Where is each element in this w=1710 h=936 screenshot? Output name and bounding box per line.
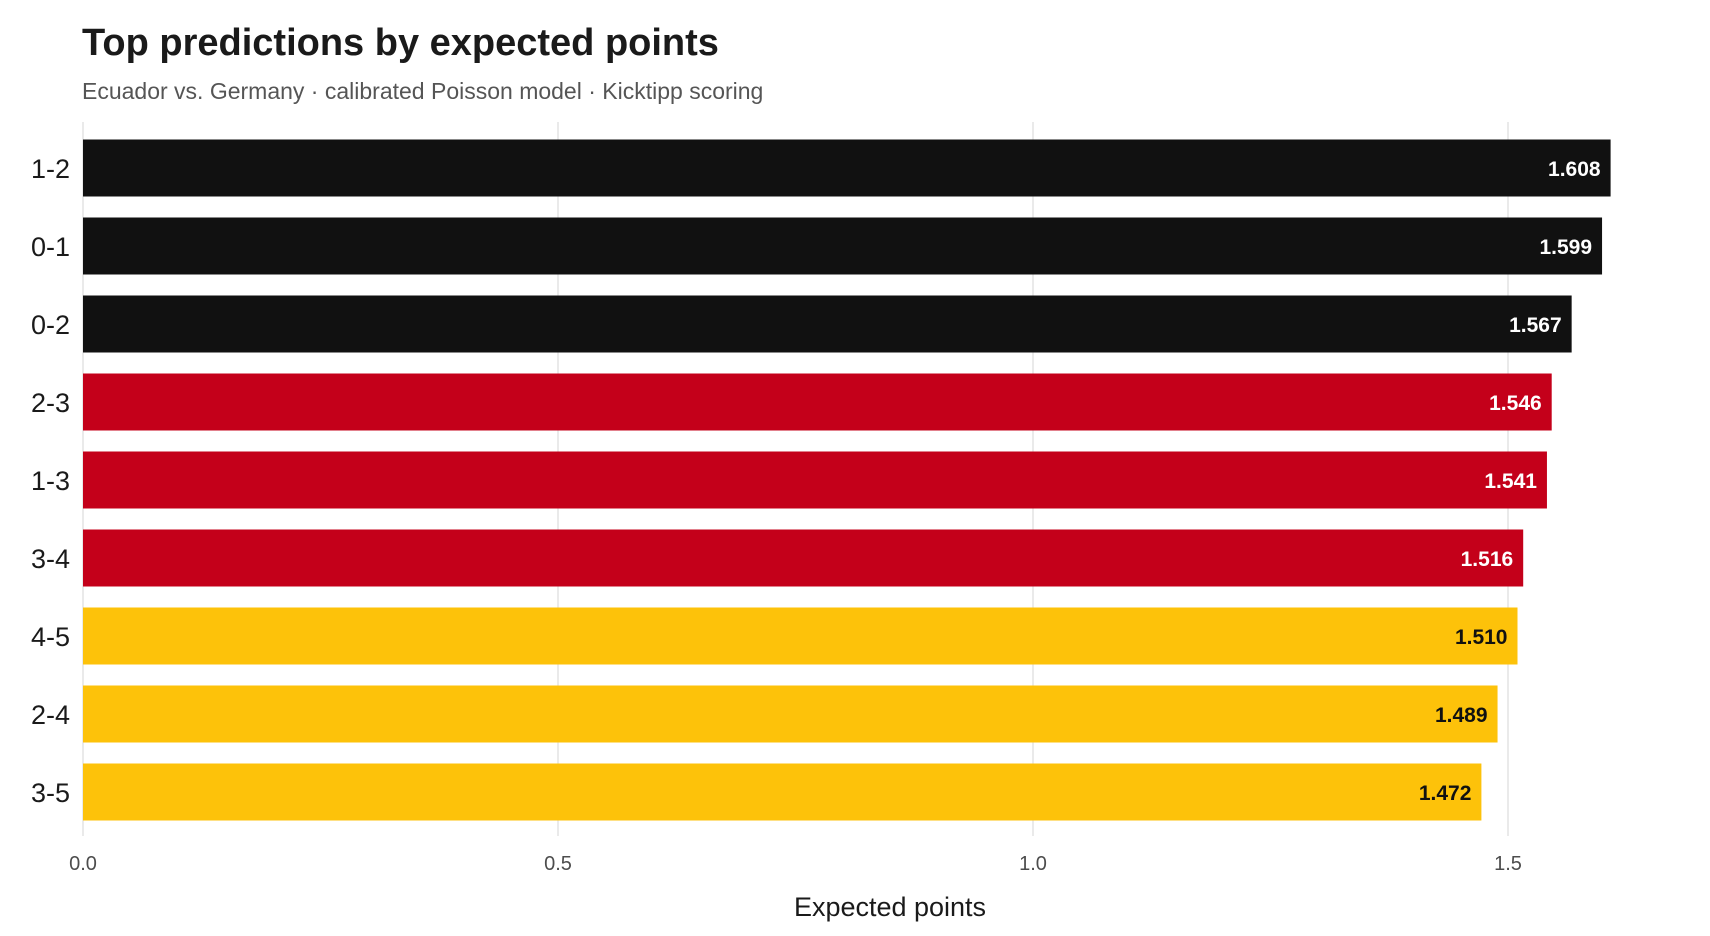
bar	[83, 217, 1603, 275]
value-label: 1.472	[1419, 782, 1472, 805]
category-label: 3-4	[31, 544, 70, 574]
category-label: 3-5	[31, 778, 70, 808]
bar	[83, 139, 1611, 197]
value-labels: 1.608 1.599 1.567 1.546 1.541 1.516 1.510 1.489…	[1419, 158, 1601, 805]
chart-subtitle: Ecuador vs. Germany · calibrated Poisson…	[82, 78, 764, 104]
bars	[83, 139, 1611, 821]
chart-title: Top predictions by expected points	[82, 22, 719, 64]
x-tick-labels: 0.0 0.5 1.0 1.5	[69, 853, 1522, 875]
category-label: 1-3	[31, 466, 70, 496]
bar	[83, 373, 1552, 431]
x-tick-label: 0.0	[69, 853, 97, 875]
value-label: 1.541	[1484, 470, 1537, 493]
x-tick-label: 0.5	[544, 853, 572, 875]
category-labels: 1-2 0-1 0-2 2-3 1-3 3-4 4-5 2-4 3-5	[31, 154, 70, 808]
bar	[83, 607, 1518, 665]
category-label: 2-3	[31, 388, 70, 418]
bar	[83, 451, 1547, 509]
category-label: 0-1	[31, 232, 70, 262]
bar	[83, 529, 1524, 587]
category-label: 2-4	[31, 700, 70, 730]
value-label: 1.516	[1461, 548, 1514, 571]
category-label: 1-2	[31, 154, 70, 184]
category-label: 0-2	[31, 310, 70, 340]
x-tick-label: 1.5	[1494, 853, 1522, 875]
bar	[83, 685, 1498, 743]
value-label: 1.608	[1548, 158, 1601, 181]
value-label: 1.567	[1509, 314, 1562, 337]
bar	[83, 295, 1572, 353]
value-label: 1.599	[1539, 236, 1592, 259]
category-label: 4-5	[31, 622, 70, 652]
x-axis-title: Expected points	[794, 892, 986, 922]
bar	[83, 763, 1482, 821]
value-label: 1.546	[1489, 392, 1542, 415]
value-label: 1.510	[1455, 626, 1508, 649]
x-tick-label: 1.0	[1019, 853, 1047, 875]
value-label: 1.489	[1435, 704, 1488, 727]
